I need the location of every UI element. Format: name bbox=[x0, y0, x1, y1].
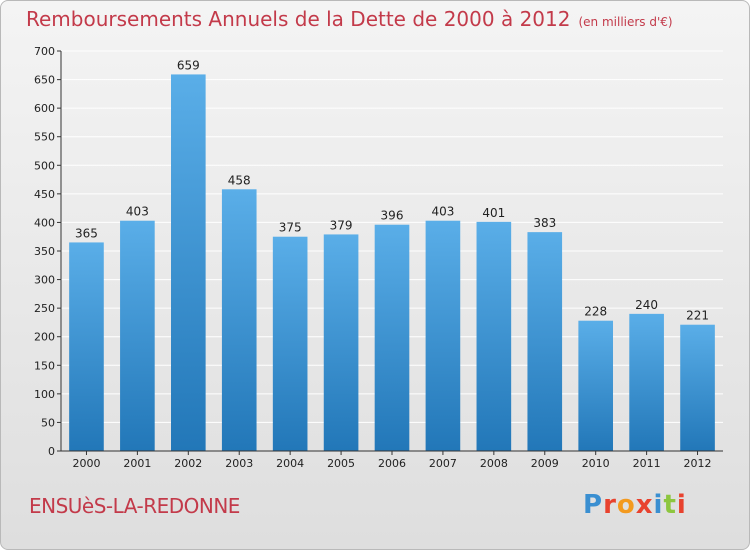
y-tick-label: 500 bbox=[34, 159, 55, 172]
y-axis: 0 50 100 150 200 250 300 350 400 450 500 550 600 650 7… bbox=[34, 45, 62, 458]
bar bbox=[680, 324, 715, 451]
logo-letter: r bbox=[603, 490, 617, 520]
y-tick-label: 450 bbox=[34, 188, 55, 201]
bar bbox=[272, 236, 308, 451]
x-axis: 2000 2001 2002 2003 2004 2005 2006 2007 2008 2009… bbox=[61, 450, 723, 470]
x-tick-label: 2002 bbox=[174, 457, 202, 470]
y-tick-label: 550 bbox=[34, 131, 55, 144]
bar-value-label: 375 bbox=[279, 221, 302, 235]
bar-value-label: 403 bbox=[126, 205, 149, 219]
bar bbox=[69, 242, 104, 451]
y-tick-label: 400 bbox=[34, 216, 55, 229]
bar-value-label: 383 bbox=[533, 216, 556, 230]
y-tick-label: 250 bbox=[34, 302, 55, 315]
bar-value-label: 659 bbox=[177, 58, 200, 72]
x-tick-label: 2010 bbox=[582, 457, 610, 470]
bar bbox=[425, 220, 461, 451]
logo-letter: o bbox=[616, 490, 636, 520]
logo-letter: t bbox=[663, 490, 677, 520]
y-tick-label: 150 bbox=[34, 359, 55, 372]
y-tick-label: 200 bbox=[34, 331, 55, 344]
bar bbox=[120, 220, 155, 451]
bar-value-label: 379 bbox=[330, 218, 353, 232]
city-name: ENSUèS-LA-REDONNE bbox=[29, 494, 240, 518]
x-tick-label: 2003 bbox=[225, 457, 253, 470]
y-tick-label: 0 bbox=[48, 445, 55, 458]
x-tick-label: 2011 bbox=[633, 457, 661, 470]
logo-letter: P bbox=[583, 490, 604, 520]
bar bbox=[527, 232, 563, 451]
x-tick-label: 2009 bbox=[531, 457, 559, 470]
logo-letter: i bbox=[653, 490, 664, 520]
y-tick-label: 600 bbox=[34, 102, 55, 115]
bar bbox=[221, 189, 257, 452]
chart-title: Remboursements Annuels de la Dette de 20… bbox=[26, 7, 673, 31]
y-tick-label: 350 bbox=[34, 245, 55, 258]
y-tick-label: 100 bbox=[34, 388, 55, 401]
x-tick-label: 2005 bbox=[327, 457, 355, 470]
x-tick-label: 2001 bbox=[123, 457, 151, 470]
bar bbox=[629, 313, 664, 451]
bar-value-label: 403 bbox=[431, 205, 454, 219]
bar-value-label: 396 bbox=[381, 209, 404, 223]
proxiti-logo: Proxiti bbox=[583, 490, 687, 520]
title-text: Remboursements Annuels de la Dette de 20… bbox=[26, 7, 571, 31]
bar bbox=[374, 224, 410, 451]
bar bbox=[170, 74, 206, 451]
x-tick-label: 2000 bbox=[72, 457, 100, 470]
x-tick-label: 2006 bbox=[378, 457, 406, 470]
logo-letter: x bbox=[635, 490, 654, 520]
bars: 365 403 659 458 375 379 396 403 401 383 228 240 221 bbox=[69, 58, 715, 452]
x-tick-label: 2012 bbox=[684, 457, 712, 470]
x-tick-label: 2008 bbox=[480, 457, 508, 470]
x-tick-label: 2007 bbox=[429, 457, 457, 470]
x-tick-label: 2004 bbox=[276, 457, 304, 470]
bar bbox=[476, 221, 512, 451]
unit-note: (en milliers d'€) bbox=[578, 15, 673, 29]
bar-value-label: 221 bbox=[686, 309, 709, 323]
y-tick-label: 700 bbox=[34, 45, 55, 58]
y-tick-label: 300 bbox=[34, 274, 55, 287]
bar-value-label: 365 bbox=[75, 226, 98, 240]
bar-value-label: 240 bbox=[635, 298, 658, 312]
y-tick-label: 650 bbox=[34, 74, 55, 87]
bar-value-label: 228 bbox=[584, 305, 607, 319]
bar-value-label: 458 bbox=[228, 173, 251, 187]
y-tick-label: 50 bbox=[41, 416, 55, 429]
bar bbox=[323, 234, 359, 451]
bar bbox=[578, 320, 614, 451]
logo-letter: i bbox=[676, 490, 687, 520]
bar-value-label: 401 bbox=[482, 206, 505, 220]
